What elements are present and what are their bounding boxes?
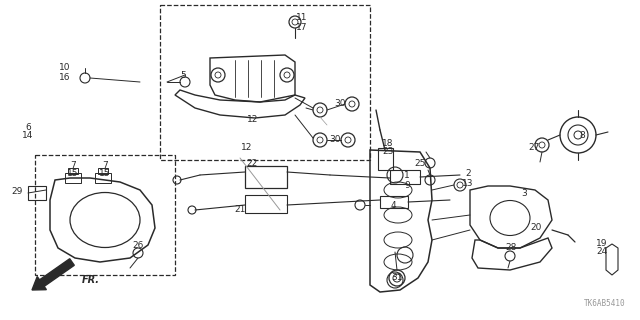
Bar bbox=[160, 5, 370, 160]
Text: FR.: FR. bbox=[82, 275, 100, 285]
Bar bbox=[35, 155, 175, 275]
Text: 18: 18 bbox=[382, 139, 394, 148]
Bar bbox=[245, 195, 287, 213]
Text: 20: 20 bbox=[531, 223, 541, 233]
Text: 2: 2 bbox=[465, 170, 471, 179]
Bar bbox=[245, 166, 287, 188]
Text: 19: 19 bbox=[596, 238, 608, 247]
Text: 3: 3 bbox=[521, 188, 527, 197]
Bar bbox=[65, 173, 81, 183]
Bar bbox=[28, 186, 46, 200]
Text: 27: 27 bbox=[528, 143, 540, 153]
Text: 30: 30 bbox=[329, 135, 340, 145]
Text: 25: 25 bbox=[414, 158, 426, 167]
Bar bbox=[380, 196, 408, 208]
Text: 29: 29 bbox=[12, 188, 22, 196]
Text: 24: 24 bbox=[596, 247, 607, 257]
Text: 6: 6 bbox=[25, 123, 31, 132]
Bar bbox=[95, 173, 111, 183]
Text: 10: 10 bbox=[60, 63, 71, 73]
Bar bbox=[390, 170, 420, 184]
Text: TK6AB5410: TK6AB5410 bbox=[584, 299, 625, 308]
Text: 31: 31 bbox=[391, 274, 403, 283]
Text: 1: 1 bbox=[404, 172, 410, 180]
Text: 7: 7 bbox=[70, 161, 76, 170]
Bar bbox=[98, 168, 108, 174]
Text: 21: 21 bbox=[234, 205, 246, 214]
Text: 7: 7 bbox=[102, 161, 108, 170]
Text: 15: 15 bbox=[99, 170, 111, 179]
Text: 13: 13 bbox=[462, 179, 474, 188]
Text: 23: 23 bbox=[382, 148, 394, 156]
Text: 14: 14 bbox=[22, 132, 34, 140]
Text: 15: 15 bbox=[67, 170, 79, 179]
Text: 4: 4 bbox=[390, 202, 396, 211]
Text: 30: 30 bbox=[334, 100, 346, 108]
Text: 12: 12 bbox=[247, 116, 259, 124]
Bar bbox=[378, 148, 393, 170]
Text: 9: 9 bbox=[404, 180, 410, 189]
Text: 5: 5 bbox=[180, 70, 186, 79]
Text: 26: 26 bbox=[132, 241, 144, 250]
Text: 28: 28 bbox=[506, 244, 516, 252]
Bar bbox=[68, 168, 78, 174]
Text: 11: 11 bbox=[296, 13, 308, 22]
Text: 17: 17 bbox=[296, 22, 308, 31]
Text: 8: 8 bbox=[579, 131, 585, 140]
Text: 22: 22 bbox=[246, 158, 258, 167]
Text: 16: 16 bbox=[60, 73, 71, 82]
Text: 12: 12 bbox=[241, 143, 253, 153]
FancyArrow shape bbox=[32, 259, 74, 290]
